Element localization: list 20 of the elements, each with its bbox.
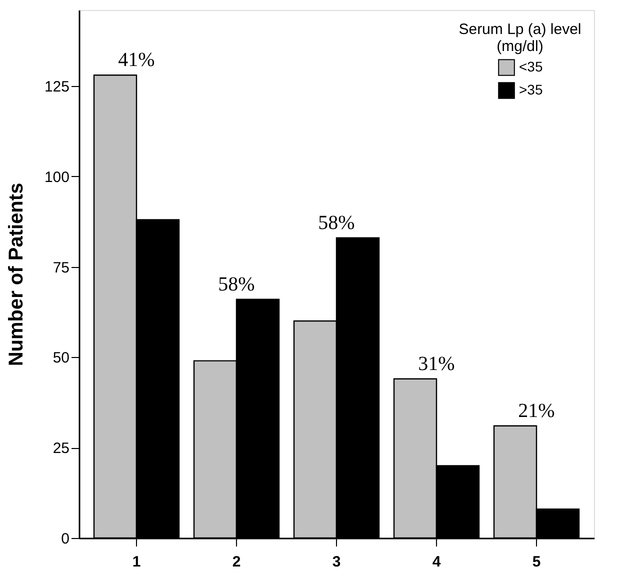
legend-label: <35 bbox=[519, 58, 543, 74]
annotation: 41% bbox=[118, 49, 155, 72]
y-tick-label: 0 bbox=[61, 530, 70, 548]
y-axis-title: Number of Patients bbox=[5, 182, 28, 366]
annotation: 31% bbox=[418, 352, 455, 375]
x-tick-label: 3 bbox=[332, 554, 341, 570]
x-tick-label: 2 bbox=[232, 554, 241, 570]
y-tick-label: 75 bbox=[52, 259, 70, 276]
x-tick-label: 5 bbox=[532, 554, 541, 570]
annotation: 58% bbox=[318, 212, 355, 234]
x-tick-label: 1 bbox=[132, 554, 141, 570]
y-tick-label: 25 bbox=[52, 440, 70, 458]
legend-label: >35 bbox=[519, 82, 543, 98]
x-tick-label: 4 bbox=[432, 554, 442, 570]
legend-title: Serum Lp (a) level (mg/dl) bbox=[458, 21, 582, 55]
annotation: 58% bbox=[218, 273, 255, 296]
annotation: 21% bbox=[518, 400, 555, 422]
y-tick-label: 100 bbox=[44, 168, 70, 186]
y-tick-label: 125 bbox=[44, 78, 70, 96]
y-tick-label: 50 bbox=[52, 350, 70, 367]
